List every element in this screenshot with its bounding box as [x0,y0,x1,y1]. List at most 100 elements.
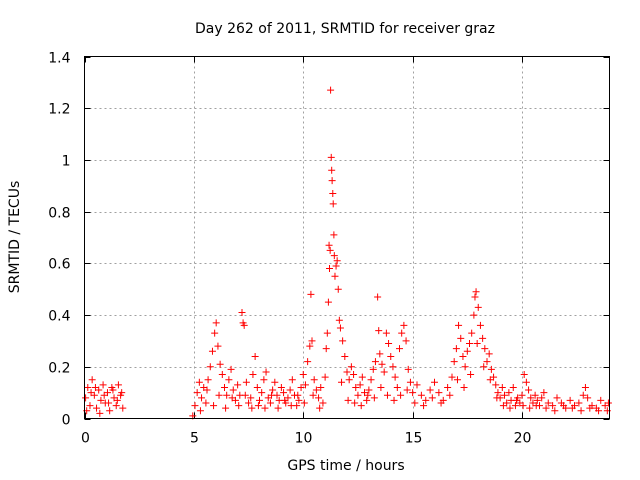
data-point [481,345,489,353]
data-point [364,391,372,399]
data-point [533,396,541,404]
x-tick-label: 20 [514,431,532,447]
data-point [280,389,288,397]
y-tick-label: 0.2 [48,361,70,377]
data-point [247,394,255,402]
data-point [413,381,421,389]
data-point [531,391,539,399]
data-point [494,389,502,397]
plot-frame [84,56,610,419]
data-point [411,399,419,407]
data-point [99,381,107,389]
data-point [211,329,219,337]
data-point [544,399,552,407]
x-tick-label: 10 [295,431,313,447]
data-point [339,337,347,345]
y-tick-label: 1 [62,154,71,170]
data-point [249,371,257,379]
data-point [370,394,378,402]
data-point [345,376,353,384]
data-point [356,381,364,389]
y-tick-label: 1.4 [48,51,70,67]
y-tick-label: 0.4 [48,309,70,325]
data-point [457,334,465,342]
y-tick-labels: 0 0.2 0.4 0.6 0.8 1 1.2 1.4 [48,51,70,429]
data-point [397,391,405,399]
data-point [511,402,519,410]
data-point [338,378,346,386]
data-point [532,402,540,410]
data-point [455,321,463,329]
data-point [520,371,528,379]
data-point [387,352,395,360]
data-point [86,402,94,410]
data-point [519,402,527,410]
data-point [506,404,514,412]
data-point [82,394,90,402]
data-point [297,383,305,391]
data-point [109,386,117,394]
data-point [316,404,324,412]
data-point [310,376,318,384]
data-point [254,402,262,410]
x-tick-label: 5 [190,431,199,447]
data-point [251,352,259,360]
data-point [245,399,253,407]
data-point [119,404,127,412]
data-point [402,337,410,345]
data-point [485,350,493,358]
data-point [321,373,329,381]
data-point [479,334,487,342]
data-point [501,391,508,399]
axis-ticks [84,56,610,420]
data-point [476,321,484,329]
data-point [493,394,501,402]
data-point [295,396,303,404]
data-point [229,386,237,394]
data-point [473,340,481,348]
data-point [409,389,417,397]
data-point [96,409,104,417]
data-point [330,231,338,239]
data-point [446,391,454,399]
data-point [294,391,302,399]
data-point [323,329,331,337]
data-point [499,402,507,410]
data-point [540,389,548,397]
data-point [327,86,335,94]
data-point [193,389,201,397]
data-point [307,290,315,298]
data-point [191,402,199,410]
data-point [343,368,351,376]
data-point [195,378,203,386]
x-tick-label: 15 [405,431,423,447]
data-point [431,378,438,386]
y-axis-label: SRMTID / TECUs [7,181,23,294]
data-point [450,358,458,366]
data-point [577,407,585,415]
data-point [260,376,268,384]
data-point [380,368,388,376]
data-point [579,391,587,399]
data-point [301,381,309,389]
data-point [480,363,488,371]
data-point [221,383,228,391]
data-point [527,394,535,402]
data-point [553,394,561,402]
data-point [112,402,120,410]
data-point [375,327,383,335]
gridlines [84,56,610,419]
data-point [371,358,379,366]
data-point [300,399,308,407]
data-point [241,391,249,399]
data-point [422,396,430,404]
data-point [350,371,358,379]
data-point [365,386,373,394]
data-point [262,368,270,376]
data-point [586,404,594,412]
data-point [319,399,327,407]
data-point [400,321,408,329]
data-point [88,376,96,384]
data-point [396,345,403,353]
